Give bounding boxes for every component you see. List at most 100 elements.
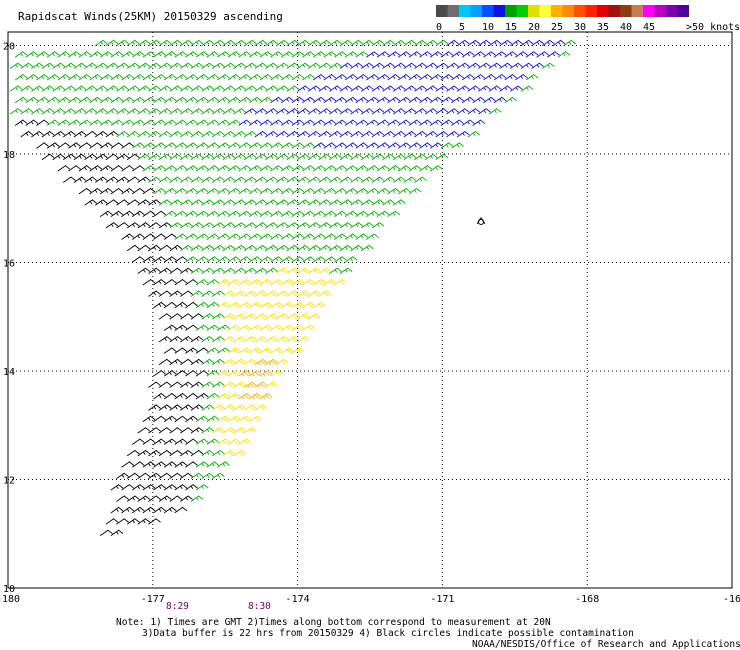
wind-barb — [163, 119, 177, 126]
wind-barb — [297, 267, 310, 275]
wind-barb — [435, 39, 449, 47]
wind-barb — [248, 324, 262, 331]
wind-barb — [344, 187, 358, 195]
legend-swatch — [482, 5, 494, 17]
wind-barb — [222, 335, 236, 343]
wind-barb — [227, 256, 241, 263]
wind-barb — [360, 108, 374, 115]
wind-barb — [488, 85, 502, 92]
wind-barb — [243, 222, 257, 229]
wind-barb — [525, 73, 539, 81]
legend-swatch — [631, 5, 643, 17]
legend-swatch — [677, 5, 689, 17]
wind-barb — [222, 244, 236, 252]
lat-tick-label-4: 18 — [3, 150, 15, 161]
wind-barb — [227, 187, 241, 195]
wind-barb — [105, 39, 119, 47]
wind-barb — [169, 449, 183, 457]
wind-barb — [222, 153, 236, 161]
wind-barb — [153, 51, 166, 58]
contamination-marks — [476, 217, 486, 225]
wind-barb — [403, 108, 417, 115]
wind-barb — [323, 96, 337, 104]
note-line-2: 3)Data buffer is 22 hrs from 20150329 4)… — [142, 628, 634, 639]
wind-barb — [499, 85, 513, 92]
wind-barb — [131, 96, 145, 104]
wind-barb — [94, 62, 108, 69]
wind-barb — [222, 222, 236, 229]
wind-barb — [169, 130, 183, 138]
wind-barb — [227, 142, 241, 149]
wind-barb — [68, 142, 81, 149]
wind-barb — [137, 153, 151, 161]
wind-barb — [211, 244, 225, 252]
wind-barb — [509, 39, 523, 47]
wind-barb — [73, 176, 87, 183]
legend-label-6: 30 — [574, 22, 586, 33]
wind-barb — [318, 176, 332, 183]
wind-barb — [254, 222, 268, 229]
wind-barb — [206, 461, 220, 468]
wind-barb — [478, 62, 491, 69]
wind-barb — [142, 415, 156, 423]
wind-barb — [190, 130, 204, 138]
wind-barb — [163, 392, 177, 400]
wind-barb — [180, 335, 193, 343]
wind-barb — [148, 404, 161, 411]
wind-barb — [169, 335, 183, 343]
wind-barb — [339, 153, 353, 161]
wind-barb — [312, 301, 326, 309]
wind-barb — [158, 472, 172, 480]
wind-barb — [180, 472, 193, 480]
wind-barb — [99, 142, 113, 149]
wind-barb — [121, 210, 135, 218]
wind-barb — [397, 51, 411, 58]
wind-barb — [302, 210, 315, 218]
wind-barb — [265, 153, 278, 161]
wind-barb — [243, 176, 257, 183]
wind-barb — [233, 85, 247, 92]
wind-barb — [99, 210, 113, 218]
wind-barb — [110, 529, 124, 537]
wind-barb — [329, 85, 342, 92]
wind-barb — [153, 187, 166, 195]
wind-barb — [121, 51, 135, 58]
wind-barb — [403, 130, 417, 138]
wind-barb — [89, 142, 103, 149]
wind-barb — [148, 518, 161, 525]
wind-barb — [158, 176, 172, 183]
wind-barb — [233, 267, 247, 275]
wind-barb — [222, 290, 236, 297]
wind-barb — [169, 62, 183, 69]
wind-barb — [105, 222, 119, 229]
wind-barb — [248, 233, 262, 240]
wind-barb — [265, 222, 278, 229]
wind-barb — [366, 165, 379, 172]
time-mark-1: 8:30 — [248, 601, 271, 612]
wind-barb — [110, 73, 124, 81]
wind-barb — [302, 233, 315, 240]
wind-barb — [201, 222, 215, 229]
wind-barb — [307, 85, 321, 92]
wind-barb — [201, 176, 215, 183]
wind-barb — [446, 62, 459, 69]
wind-barb — [190, 267, 204, 275]
wind-barb — [153, 73, 166, 81]
wind-barb — [414, 130, 427, 138]
wind-barb — [318, 153, 332, 161]
wind-barb — [217, 165, 230, 172]
wind-barb — [259, 142, 273, 149]
wind-barb — [185, 438, 198, 445]
wind-barb — [190, 199, 204, 206]
wind-barb — [153, 392, 166, 400]
wind-barb — [483, 96, 496, 104]
wind-barb — [297, 199, 310, 206]
wind-barb — [515, 73, 528, 81]
wind-barb — [323, 51, 337, 58]
wind-barb — [472, 73, 486, 81]
wind-barb — [435, 153, 449, 161]
wind-barb — [185, 165, 198, 172]
legend-swatch — [608, 5, 620, 17]
wind-barb — [366, 233, 379, 240]
wind-barb — [153, 301, 166, 309]
